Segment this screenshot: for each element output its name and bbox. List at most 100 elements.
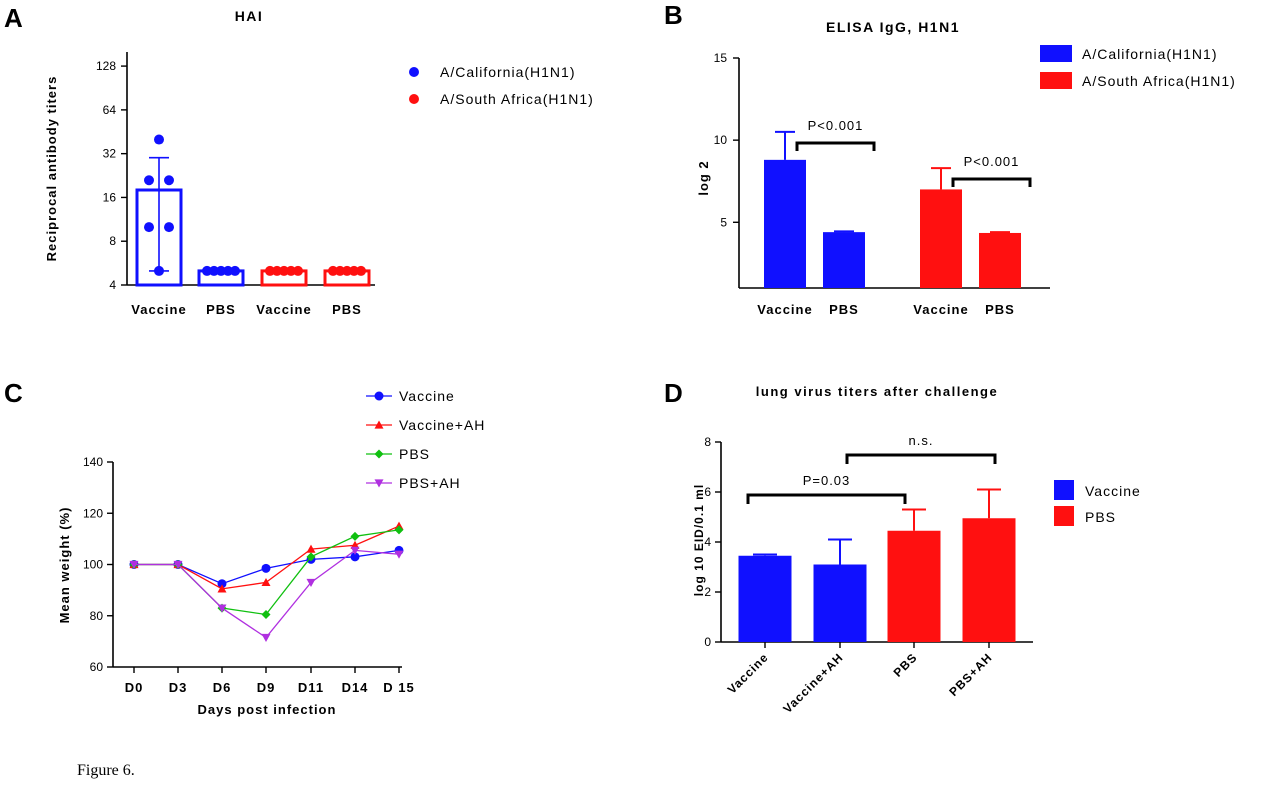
chart-a-point (154, 265, 164, 276)
chart-a-point (342, 265, 352, 276)
chart-a-point (216, 265, 226, 276)
chart-c-point (350, 546, 360, 555)
chart-d-y-tick-label: 8 (704, 435, 711, 449)
chart-a-x-tick-label: PBS (206, 302, 236, 317)
panel-letter-b: B (664, 0, 683, 30)
panel-letter-d: D (664, 378, 683, 408)
chart-d-bar-4 (962, 518, 1016, 642)
chart-a-point (230, 265, 240, 276)
chart-d-y-tick-label: 0 (704, 635, 711, 649)
chart-b-significance-bracket (951, 177, 1032, 187)
chart-b-bar-2 (823, 232, 865, 288)
chart-b-legend-swatch (1040, 72, 1072, 89)
chart-d-y-label: log 10 EID/0.1 ml (692, 484, 706, 596)
chart-b-y-tick-label: 15 (714, 51, 728, 65)
chart-c-legend-marker (374, 420, 384, 429)
chart-a-y-tick-label: 32 (103, 147, 117, 161)
chart-d-significance-label: P=0.03 (803, 473, 851, 488)
chart-a-x-tick-label: Vaccine (256, 302, 311, 317)
chart-a-y-label: Reciprocal antibody titers (44, 76, 59, 262)
chart-b-legend-label: A/South Africa(H1N1) (1082, 73, 1236, 89)
chart-c-point (217, 584, 227, 593)
chart-b-y-tick-label: 5 (720, 215, 727, 229)
chart-c-point (261, 633, 271, 643)
chart-c-point (129, 560, 139, 569)
chart-b-x-tick-label: Vaccine (757, 302, 812, 317)
chart-d-bar-1 (738, 555, 792, 642)
chart-b-legend-swatch (1040, 45, 1072, 62)
chart-d-x-tick-label: Vaccine+AH (780, 650, 846, 716)
chart-d-y-tick-label: 2 (704, 585, 711, 599)
chart-d-legend-label: PBS (1085, 509, 1116, 525)
chart-b-bar-4 (979, 232, 1021, 288)
chart-d-significance-label: n.s. (909, 433, 934, 448)
chart-c-x-tick-label: D14 (342, 680, 369, 695)
chart-c-point (261, 563, 271, 573)
chart-a-point (144, 222, 154, 233)
chart-c-legend-marker (374, 479, 384, 488)
chart-c-x-tick-label: D3 (169, 680, 188, 695)
panel-letter-c: C (4, 378, 23, 408)
chart-d-bar-2 (813, 564, 867, 642)
chart-a-point (272, 265, 282, 276)
chart-c-legend-marker (374, 391, 384, 401)
chart-c-point (261, 609, 271, 619)
chart-a-x-tick-label: PBS (332, 302, 362, 317)
chart-b-significance-bracket (795, 141, 876, 151)
chart-c-y-label: Mean weight (%) (57, 507, 72, 624)
chart-c-y-tick-label: 100 (83, 558, 103, 572)
chart-b-x-tick-label: PBS (829, 302, 859, 317)
chart-c-point (350, 531, 360, 541)
chart-c-point (306, 552, 316, 562)
chart-a-y-tick-label: 4 (109, 278, 116, 292)
chart-c-point (217, 579, 227, 589)
chart-a-point (209, 265, 219, 276)
chart-d-significance-bracket (845, 453, 997, 464)
chart-a-point (202, 265, 212, 276)
chart-d-title: lung virus titers after challenge (756, 384, 998, 399)
chart-a-point (335, 265, 345, 276)
chart-a-y-tick-label: 8 (109, 234, 116, 248)
chart-c-point (394, 550, 404, 559)
chart-b-y-tick-label: 10 (714, 133, 728, 147)
chart-c-point (394, 525, 404, 535)
chart-b-significance-label: P<0.001 (964, 154, 1020, 169)
chart-b-title: ELISA IgG, H1N1 (826, 19, 960, 35)
chart-d-x-tick-label: PBS+AH (946, 650, 995, 699)
chart-d-legend-swatch (1054, 480, 1074, 500)
chart-d-legend-label: Vaccine (1085, 483, 1141, 499)
chart-a-point (279, 265, 289, 276)
chart-d-x-tick-label: PBS (891, 650, 920, 679)
chart-d-x-tick-label: Vaccine (725, 650, 771, 696)
chart-c-x-tick-label: D6 (213, 680, 232, 695)
chart-b-significance-label: P<0.001 (808, 118, 864, 133)
chart-a-point (349, 265, 359, 276)
panel-letter-a: A (4, 3, 23, 33)
chart-d-y-tick-label: 4 (704, 535, 711, 549)
chart-c-legend-label: Vaccine (399, 388, 455, 404)
chart-a-point (164, 222, 174, 233)
chart-c-x-tick-label: D9 (257, 680, 276, 695)
figure-caption: Figure 6. (77, 762, 135, 779)
chart-b-x-tick-label: PBS (985, 302, 1015, 317)
chart-a-point (154, 134, 164, 145)
chart-c-y-tick-label: 60 (90, 660, 104, 674)
chart-a-point (164, 175, 174, 186)
chart-a-y-tick-label: 64 (103, 103, 117, 117)
chart-d-y-tick-label: 6 (704, 485, 711, 499)
chart-c-y-tick-label: 140 (83, 455, 103, 469)
chart-c-x-tick-label: D11 (298, 680, 324, 695)
chart-c-point (217, 604, 227, 613)
chart-d-significance-bracket (746, 493, 907, 504)
chart-b-y-label: log 2 (696, 160, 711, 195)
chart-c-legend-marker (374, 449, 384, 459)
chart-c-legend-label: PBS+AH (399, 475, 461, 491)
chart-c-x-tick-label: D 15 (383, 680, 414, 695)
chart-a-legend-label: A/South Africa(H1N1) (440, 91, 594, 107)
chart-b-bar-3 (920, 189, 962, 288)
chart-a-x-tick-label: Vaccine (131, 302, 186, 317)
chart-a-point (265, 265, 275, 276)
chart-d-bar-3 (887, 530, 941, 642)
chart-a-legend-marker (409, 94, 419, 104)
